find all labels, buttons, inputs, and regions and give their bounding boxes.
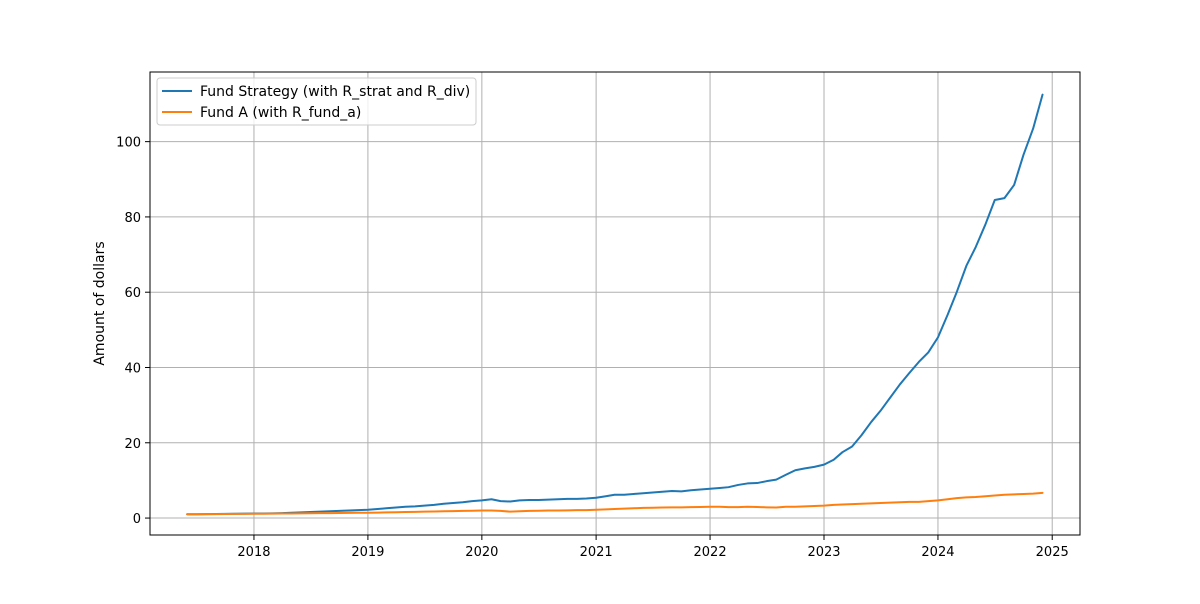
y-axis: 0 20 40 60 80 100 [116, 136, 150, 527]
x-tick-label: 2019 [351, 545, 384, 560]
x-tick-label: 2021 [580, 545, 613, 560]
legend-label-fund-a: Fund A (with R_fund_a) [200, 105, 361, 121]
x-tick-label: 2025 [1036, 545, 1069, 560]
x-tick-label: 2022 [694, 545, 727, 560]
x-tick-label: 2023 [807, 545, 840, 560]
y-tick-label: 0 [133, 512, 141, 527]
legend: Fund Strategy (with R_strat and R_div) F… [156, 77, 477, 126]
y-tick-label: 100 [116, 136, 141, 151]
y-tick-label: 40 [124, 361, 141, 376]
y-tick-label: 80 [124, 211, 141, 226]
y-tick-label: 20 [124, 437, 141, 452]
series-lines [186, 93, 1044, 516]
y-axis-label: Amount of dollars [92, 241, 108, 365]
grid [150, 72, 1080, 535]
y-tick-label: 60 [124, 286, 141, 301]
x-tick-label: 2024 [921, 545, 954, 560]
legend-label-fund-strategy: Fund Strategy (with R_strat and R_div) [200, 84, 470, 100]
x-tick-label: 2020 [465, 545, 498, 560]
series-line-0 [186, 93, 1044, 516]
legend-box [156, 77, 477, 126]
x-axis: 2018 2019 2020 2021 2022 2023 2024 2025 [237, 535, 1069, 560]
plot-area-frame [149, 71, 1081, 536]
x-tick-label: 2018 [237, 545, 270, 560]
series-line-1 [186, 491, 1044, 516]
